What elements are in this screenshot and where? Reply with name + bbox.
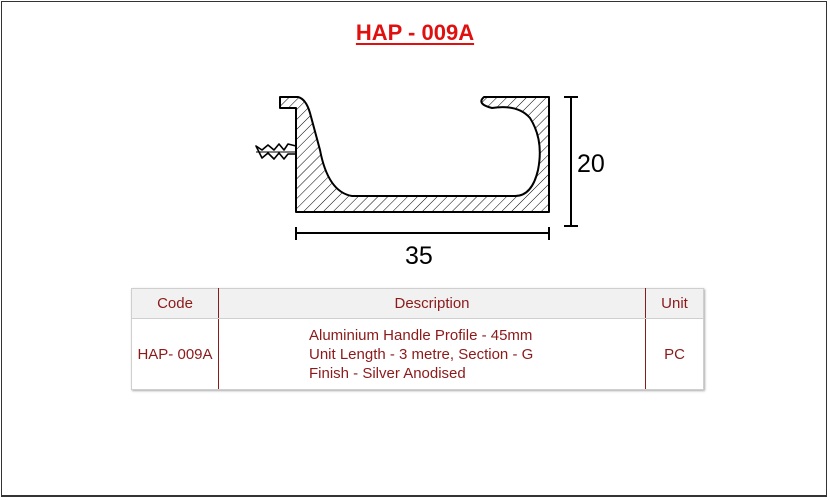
width-dimension: 35 (295, 227, 550, 270)
product-title: HAP - 009A (355, 20, 475, 45)
header-description: Description (218, 288, 646, 319)
height-dimension: 20 (564, 96, 605, 227)
cell-description: Aluminium Handle Profile - 45mm Unit Len… (218, 318, 646, 390)
profile-drawing: 20 35 (255, 96, 605, 270)
handle-profile-section (279, 96, 550, 213)
table-header-row: Code Description Unit (131, 288, 704, 319)
mounting-screw (255, 143, 297, 160)
description-line: Unit Length - 3 metre, Section - G (309, 345, 534, 363)
table-row: HAP- 009A Aluminium Handle Profile - 45m… (131, 318, 704, 390)
cell-unit: PC (645, 318, 704, 390)
header-code: Code (131, 288, 219, 319)
cell-code: HAP- 009A (131, 318, 219, 390)
width-dimension-label: 35 (405, 242, 433, 270)
spec-table: Code Description Unit HAP- 009A Aluminiu… (131, 288, 704, 390)
description-line: Finish - Silver Anodised (309, 364, 466, 382)
height-dimension-label: 20 (577, 150, 605, 178)
description-line: Aluminium Handle Profile - 45mm (309, 326, 533, 344)
header-unit: Unit (645, 288, 704, 319)
